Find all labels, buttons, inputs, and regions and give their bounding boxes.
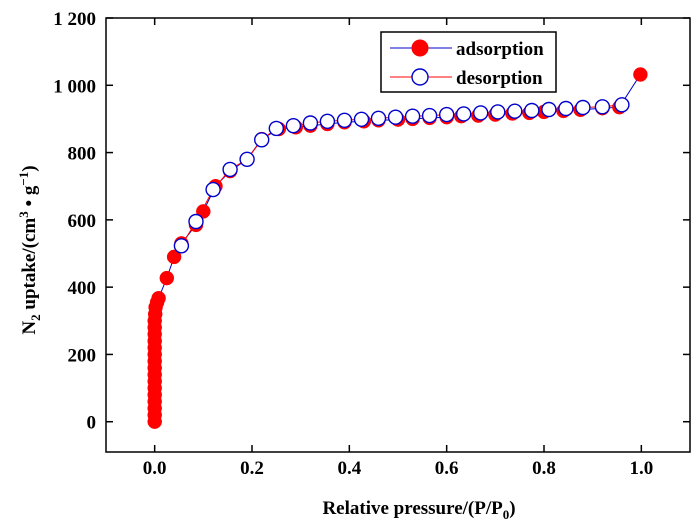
x-tick-label: 0.0 xyxy=(143,458,167,479)
data-point-desorption xyxy=(353,111,370,128)
x-tick-label: 0.6 xyxy=(435,458,459,479)
data-point-desorption xyxy=(490,104,506,120)
plot-frame xyxy=(105,17,691,453)
data-point-desorption xyxy=(188,213,204,230)
data-point-desorption xyxy=(319,113,336,130)
data-point-desorption xyxy=(173,238,190,254)
data-point-desorption xyxy=(456,106,472,122)
data-point-desorption xyxy=(594,99,611,115)
y-tick-label: 1 200 xyxy=(53,9,96,30)
legend-box xyxy=(380,31,557,93)
x-axis-title: Relative pressure/(P/P0) xyxy=(322,498,515,521)
data-point-desorption xyxy=(507,103,523,119)
data-point-desorption xyxy=(285,117,302,134)
data-point-desorption xyxy=(404,108,421,124)
data-point-desorption xyxy=(524,102,540,119)
legend: adsorption desorption xyxy=(380,31,557,93)
legend-label-desorption: desorption xyxy=(456,68,543,89)
y-tick-label: 200 xyxy=(68,345,97,366)
x-tick-label: 0.2 xyxy=(240,458,264,479)
y-tick-label: 400 xyxy=(68,278,97,299)
data-point-desorption xyxy=(387,109,404,125)
legend-marker-adsorption xyxy=(411,39,429,57)
legend-label-adsorption: adsorption xyxy=(456,39,544,60)
x-tick-label: 0.4 xyxy=(337,458,361,479)
legend-marker-desorption xyxy=(411,68,429,86)
data-point-desorption xyxy=(239,151,255,168)
data-point-desorption xyxy=(473,105,489,121)
data-point-desorption xyxy=(370,110,387,127)
y-tick-label: 800 xyxy=(68,144,97,165)
data-point-desorption xyxy=(222,161,238,178)
data-point-desorption xyxy=(614,97,630,113)
data-point-desorption xyxy=(421,107,438,124)
legend-item-adsorption: adsorption xyxy=(390,39,544,60)
data-point-adsorption xyxy=(151,290,166,306)
y-tick-label: 0 xyxy=(87,413,97,434)
data-point-desorption xyxy=(336,112,353,129)
y-tick-label: 600 xyxy=(68,211,97,232)
x-tick-label: 1.0 xyxy=(629,458,653,479)
y-tick-label: 1 000 xyxy=(53,76,96,97)
data-point-desorption xyxy=(205,181,221,198)
x-tick-label: 0.8 xyxy=(532,458,556,479)
data-point-desorption xyxy=(254,132,270,148)
data-point-desorption xyxy=(439,106,455,123)
data-point-adsorption xyxy=(633,67,648,82)
data-point-desorption xyxy=(575,99,591,116)
data-point-desorption xyxy=(302,115,319,131)
legend-item-desorption: desorption xyxy=(390,68,543,89)
y-axis-title: N2 uptake/(cm3 • g−1) xyxy=(16,165,43,334)
data-point-desorption xyxy=(541,101,557,118)
data-point-desorption xyxy=(268,120,284,137)
series-line-desorption xyxy=(180,104,622,247)
data-point-desorption xyxy=(558,100,574,117)
data-point-adsorption xyxy=(159,270,175,286)
data-point-adsorption xyxy=(166,249,182,265)
